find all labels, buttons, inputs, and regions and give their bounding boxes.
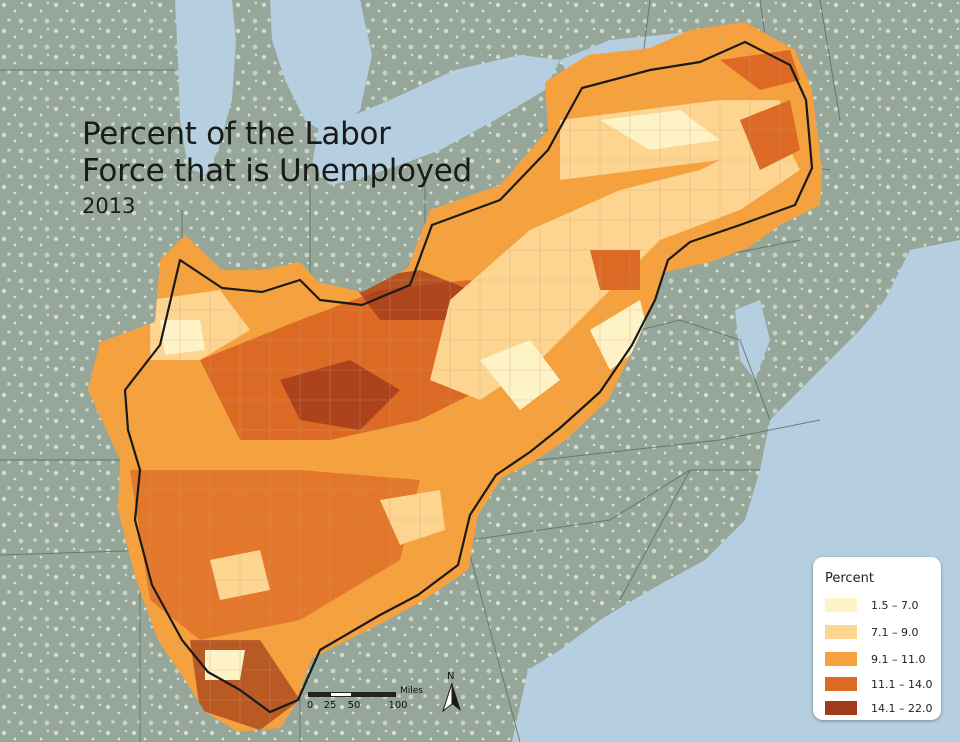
scale-bar: Miles 0 25 50 100: [306, 686, 458, 728]
legend-item-2: 7.1 – 9.0: [825, 624, 918, 640]
legend-label-3: 9.1 – 11.0: [871, 652, 926, 666]
legend: Percent 1.5 – 7.0 7.1 – 9.0 9.1 – 11.0 1…: [813, 557, 941, 720]
legend-item-5: 14.1 – 22.0: [825, 700, 932, 716]
legend-swatch-3: [825, 652, 857, 666]
scale-unit: Miles: [400, 686, 423, 696]
map-title-line-1: Percent of the Labor: [82, 116, 391, 152]
scale-tick-100: 100: [388, 700, 408, 711]
map-title-line-2: Force that is Unemployed: [82, 153, 472, 189]
legend-label-4: 11.1 – 14.0: [871, 677, 933, 691]
north-arrow: N: [441, 671, 463, 715]
legend-label-1: 1.5 – 7.0: [871, 598, 919, 612]
legend-swatch-2: [825, 625, 857, 639]
north-label: N: [447, 671, 455, 682]
scale-segment-3: [352, 692, 396, 697]
appalachian-region-boundary: [123, 40, 814, 714]
scale-tick-25: 25: [323, 700, 337, 711]
legend-swatch-4: [825, 677, 857, 691]
legend-item-3: 9.1 – 11.0: [825, 651, 925, 667]
north-arrow-icon: [442, 683, 461, 713]
scale-tick-0: 0: [306, 700, 314, 711]
map-year: 2013: [82, 194, 136, 218]
legend-swatch-5: [825, 701, 857, 715]
legend-swatch-1: [825, 598, 857, 612]
legend-label-2: 7.1 – 9.0: [871, 625, 919, 639]
legend-item-1: 1.5 – 7.0: [825, 597, 918, 613]
legend-item-4: 11.1 – 14.0: [825, 676, 932, 692]
great-lakes: [175, 0, 770, 380]
scale-segment-2: [330, 692, 352, 697]
map-title: Percent of the Labor Force that is Unemp…: [82, 116, 472, 220]
legend-title: Percent: [825, 571, 874, 586]
scale-tick-50: 50: [347, 700, 361, 711]
legend-label-5: 14.1 – 22.0: [871, 701, 933, 715]
scale-segment-1: [308, 692, 330, 697]
